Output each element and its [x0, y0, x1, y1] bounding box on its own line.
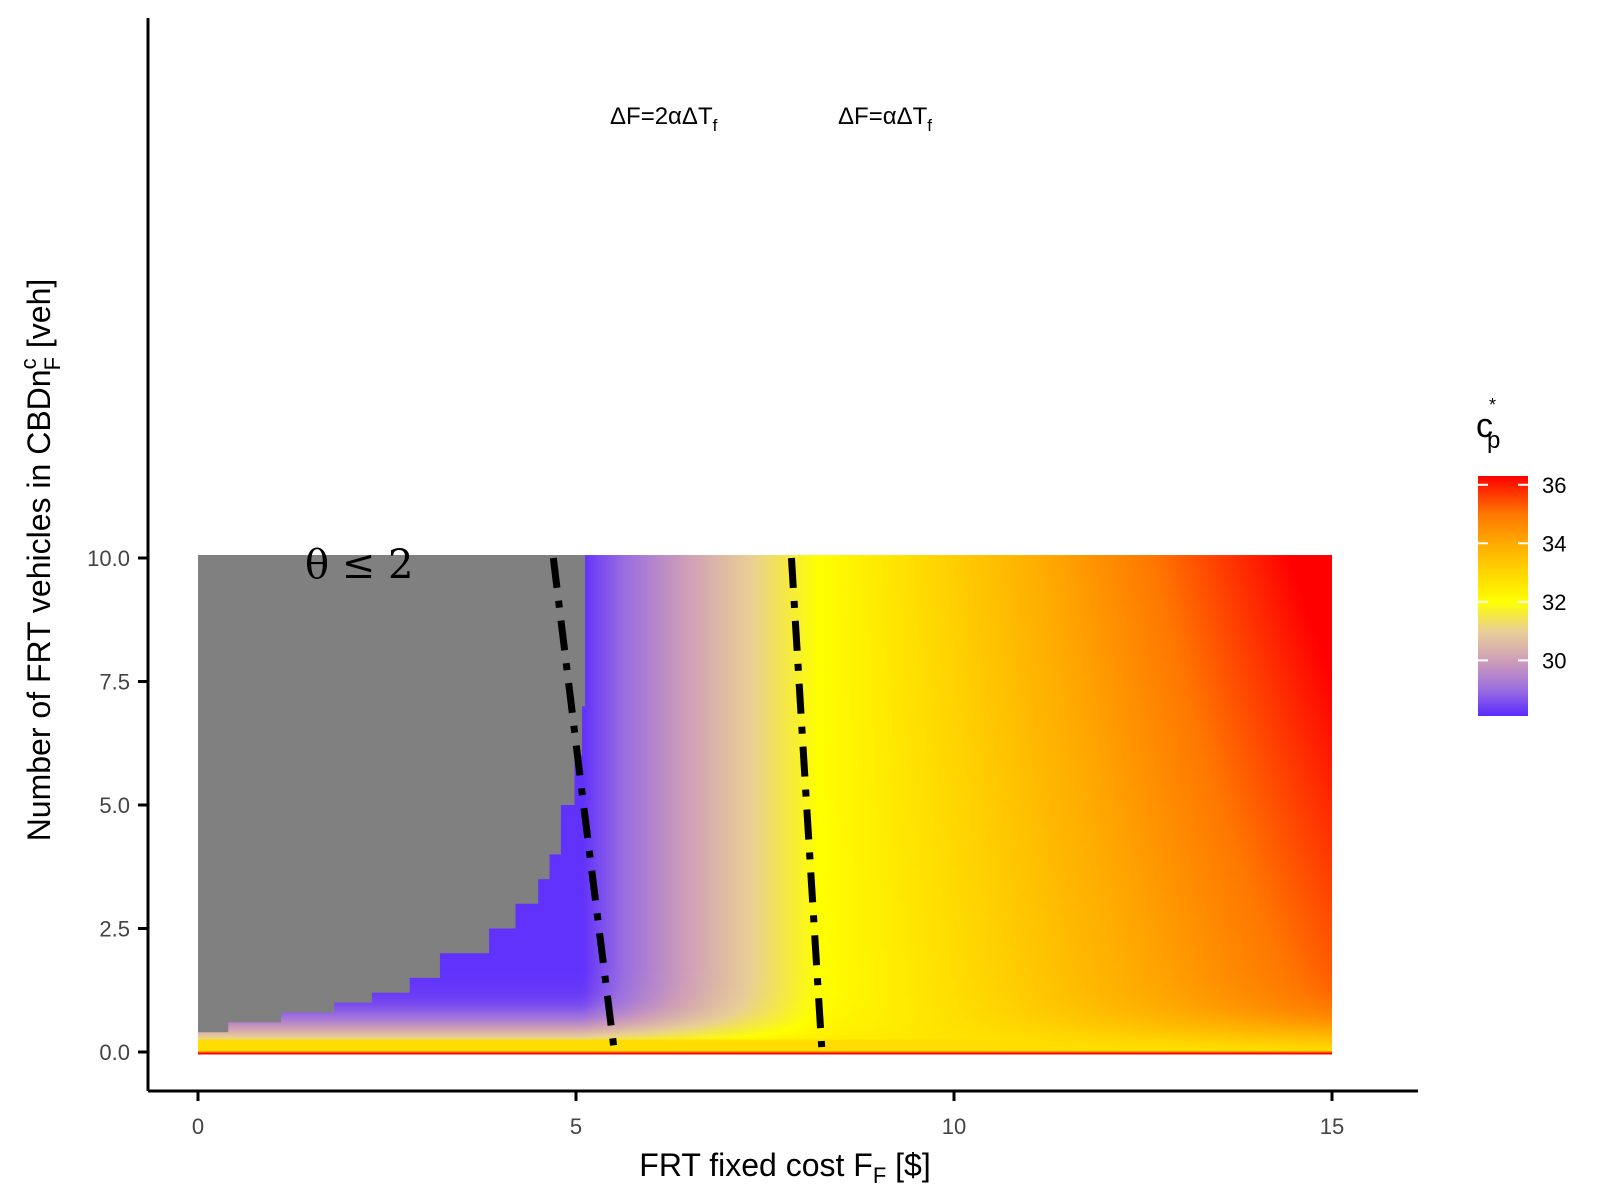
- legend-tick-label: 32: [1542, 590, 1566, 615]
- legend-colorbar: [1478, 476, 1528, 716]
- legend-tick-label: 30: [1542, 648, 1566, 673]
- series-label-2: ΔF=αΔTf: [838, 103, 932, 135]
- series-line-1: [549, 557, 618, 1048]
- x-tick-label: 15: [1320, 1114, 1344, 1139]
- series-line-2: [787, 557, 826, 1048]
- y-ticks: 0.0 2.5 5.0 7.5 10.0: [87, 546, 148, 1065]
- x-axis-title: FRT fixed cost FF [$]: [639, 1147, 930, 1188]
- x-tick-label: 10: [942, 1114, 966, 1139]
- y-tick-label: 5.0: [99, 793, 130, 818]
- y-tick-label: 7.5: [99, 670, 130, 695]
- region-label: θ ≤ 2: [305, 542, 414, 588]
- axes: [146, 18, 1418, 1093]
- legend-tick-label: 36: [1542, 473, 1566, 498]
- legend-ticks: 30 32 34 36: [1478, 473, 1566, 673]
- legend: c* p 30 32 34 36: [1476, 395, 1566, 716]
- theta-region: [198, 555, 586, 1033]
- x-tick-label: 5: [570, 1114, 582, 1139]
- series-lines: [549, 557, 826, 1048]
- y-tick-label: 10.0: [87, 546, 130, 571]
- legend-title: c* p: [1476, 395, 1500, 454]
- x-tick-label: 0: [192, 1114, 204, 1139]
- y-tick-label: 2.5: [99, 917, 130, 942]
- y-tick-label: 0.0: [99, 1040, 130, 1065]
- x-ticks: 0 5 10 15: [192, 1091, 1344, 1139]
- y-axis-title: Number of FRT vehicles in CBDncF [veh]: [16, 279, 65, 842]
- series-label-1: ΔF=2αΔTf: [610, 103, 718, 135]
- legend-tick-label: 34: [1542, 531, 1566, 556]
